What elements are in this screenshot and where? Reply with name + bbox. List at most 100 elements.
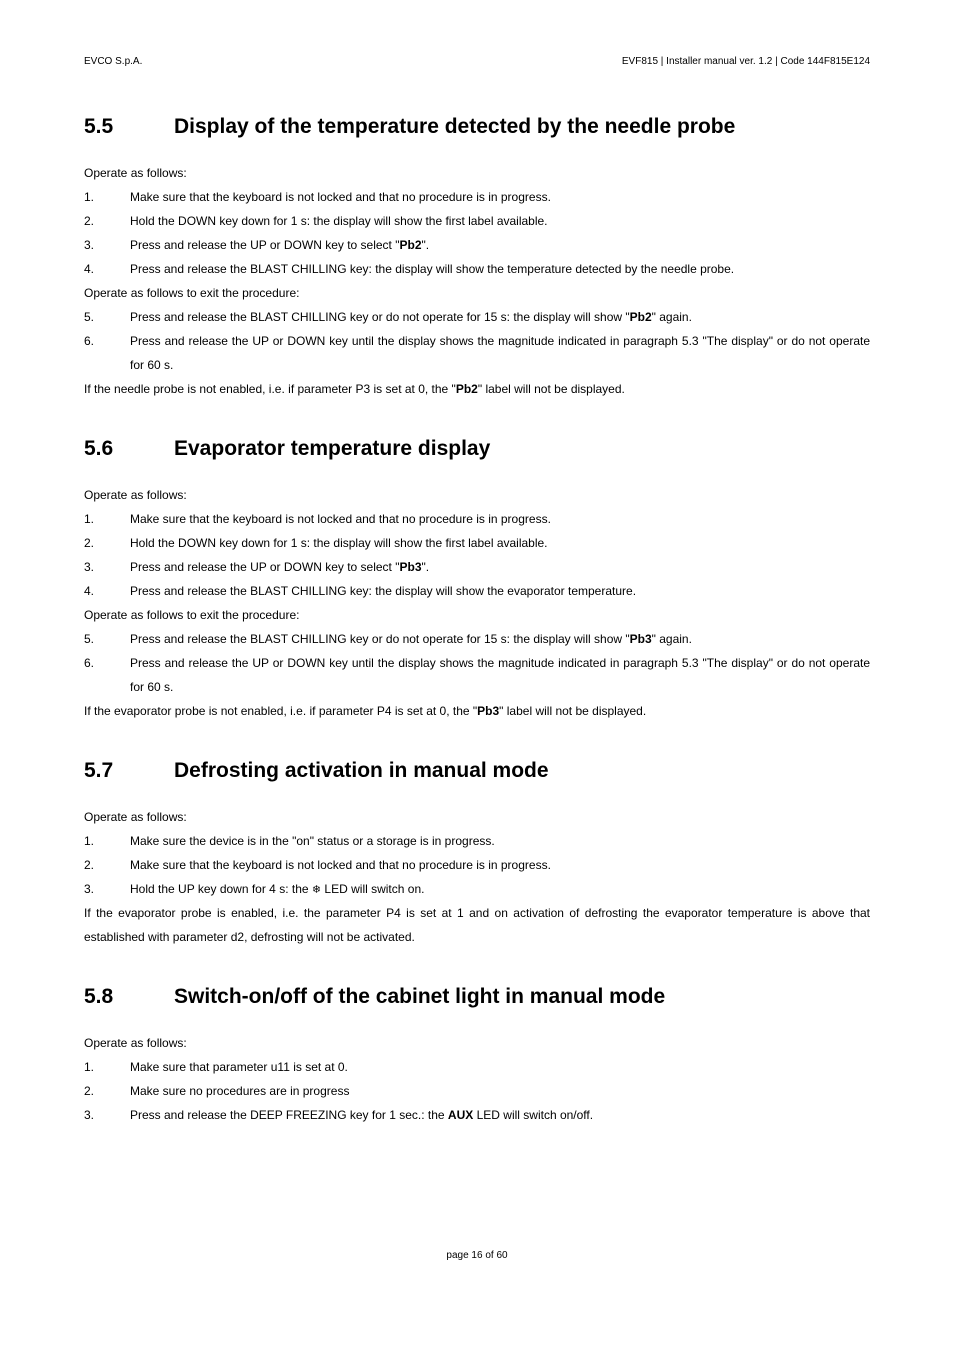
step-6: 6.Press and release the UP or DOWN key u… (84, 329, 870, 377)
step-4: 4.Press and release the BLAST CHILLING k… (84, 257, 870, 281)
step-number: 3. (84, 233, 130, 257)
step-text: Press and release the BLAST CHILLING key… (130, 579, 870, 603)
step-number: 2. (84, 209, 130, 233)
text: Press and release the UP or DOWN key to … (130, 560, 399, 574)
step-text: Make sure no procedures are in progress (130, 1079, 870, 1103)
text: " label will not be displayed. (478, 382, 625, 396)
step-number: 1. (84, 507, 130, 531)
step-text: Press and release the UP or DOWN key to … (130, 233, 870, 257)
text: Press and release the BLAST CHILLING key… (130, 310, 630, 324)
step-number: 6. (84, 329, 130, 377)
step-3: 3.Press and release the UP or DOWN key t… (84, 555, 870, 579)
step-1: 1.Make sure that parameter u11 is set at… (84, 1055, 870, 1079)
step-number: 3. (84, 1103, 130, 1127)
text: ". (422, 238, 430, 252)
header-left: EVCO S.p.A. (84, 56, 142, 67)
heading-text: Display of the temperature detected by t… (174, 107, 870, 147)
intro-text: Operate as follows: (84, 1031, 870, 1055)
header-right: EVF815 | Installer manual ver. 1.2 | Cod… (622, 56, 870, 67)
heading-number: 5.6 (84, 429, 174, 469)
step-5: 5.Press and release the BLAST CHILLING k… (84, 305, 870, 329)
step-text: Press and release the BLAST CHILLING key… (130, 305, 870, 329)
step-number: 6. (84, 651, 130, 699)
step-number: 4. (84, 257, 130, 281)
label-pb3: Pb3 (630, 632, 652, 646)
step-number: 2. (84, 531, 130, 555)
note-text: If the evaporator probe is not enabled, … (84, 699, 870, 723)
text: If the needle probe is not enabled, i.e.… (84, 382, 456, 396)
step-2: 2.Make sure that the keyboard is not loc… (84, 853, 870, 877)
step-text: Hold the UP key down for 4 s: the ❄ LED … (130, 877, 870, 901)
label-pb3: Pb3 (477, 704, 499, 718)
text: LED will switch on/off. (473, 1108, 593, 1122)
step-text: Make sure the device is in the "on" stat… (130, 829, 870, 853)
step-text: Press and release the UP or DOWN key to … (130, 555, 870, 579)
label-pb2: Pb2 (456, 382, 478, 396)
step-text: Press and release the DEEP FREEZING key … (130, 1103, 870, 1127)
intro-text: Operate as follows: (84, 805, 870, 829)
step-number: 3. (84, 555, 130, 579)
heading-text: Evaporator temperature display (174, 429, 870, 469)
step-3: 3.Hold the UP key down for 4 s: the ❄ LE… (84, 877, 870, 901)
step-text: Hold the DOWN key down for 1 s: the disp… (130, 531, 870, 555)
step-text: Press and release the BLAST CHILLING key… (130, 257, 870, 281)
step-number: 2. (84, 853, 130, 877)
label-pb2: Pb2 (399, 238, 421, 252)
step-number: 3. (84, 877, 130, 901)
heading-text: Switch-on/off of the cabinet light in ma… (174, 977, 870, 1017)
step-3: 3.Press and release the UP or DOWN key t… (84, 233, 870, 257)
text: " again. (652, 632, 692, 646)
note-text: If the evaporator probe is enabled, i.e.… (84, 901, 870, 949)
text: ". (422, 560, 430, 574)
step-text: Press and release the UP or DOWN key unt… (130, 329, 870, 377)
heading-text: Defrosting activation in manual mode (174, 751, 870, 791)
page-footer: page 16 of 60 (0, 1250, 954, 1261)
label-pb2: Pb2 (630, 310, 652, 324)
step-number: 4. (84, 579, 130, 603)
text: Press and release the BLAST CHILLING key… (130, 632, 630, 646)
exit-intro: Operate as follows to exit the procedure… (84, 603, 870, 627)
section-5-5-heading: 5.5 Display of the temperature detected … (84, 107, 870, 147)
step-3: 3.Press and release the DEEP FREEZING ke… (84, 1103, 870, 1127)
section-5-6: 5.6 Evaporator temperature display Opera… (84, 429, 870, 723)
step-number: 1. (84, 829, 130, 853)
heading-number: 5.8 (84, 977, 174, 1017)
section-5-8-heading: 5.8 Switch-on/off of the cabinet light i… (84, 977, 870, 1017)
step-text: Hold the DOWN key down for 1 s: the disp… (130, 209, 870, 233)
label-aux: AUX (448, 1108, 473, 1122)
text: " again. (652, 310, 692, 324)
section-5-7: 5.7 Defrosting activation in manual mode… (84, 751, 870, 949)
step-number: 5. (84, 627, 130, 651)
step-2: 2.Hold the DOWN key down for 1 s: the di… (84, 531, 870, 555)
step-4: 4.Press and release the BLAST CHILLING k… (84, 579, 870, 603)
section-5-5: 5.5 Display of the temperature detected … (84, 107, 870, 401)
step-text: Make sure that the keyboard is not locke… (130, 853, 870, 877)
section-5-6-heading: 5.6 Evaporator temperature display (84, 429, 870, 469)
step-1: 1.Make sure that the keyboard is not loc… (84, 185, 870, 209)
step-2: 2.Hold the DOWN key down for 1 s: the di… (84, 209, 870, 233)
text: If the evaporator probe is not enabled, … (84, 704, 477, 718)
text: Press and release the DEEP FREEZING key … (130, 1108, 448, 1122)
step-2: 2.Make sure no procedures are in progres… (84, 1079, 870, 1103)
step-text: Press and release the UP or DOWN key unt… (130, 651, 870, 699)
step-5: 5.Press and release the BLAST CHILLING k… (84, 627, 870, 651)
exit-intro: Operate as follows to exit the procedure… (84, 281, 870, 305)
step-6: 6.Press and release the UP or DOWN key u… (84, 651, 870, 699)
step-1: 1.Make sure the device is in the "on" st… (84, 829, 870, 853)
step-1: 1.Make sure that the keyboard is not loc… (84, 507, 870, 531)
intro-text: Operate as follows: (84, 483, 870, 507)
step-text: Press and release the BLAST CHILLING key… (130, 627, 870, 651)
step-number: 5. (84, 305, 130, 329)
section-5-7-heading: 5.7 Defrosting activation in manual mode (84, 751, 870, 791)
section-5-8: 5.8 Switch-on/off of the cabinet light i… (84, 977, 870, 1127)
text: Hold the UP key down for 4 s: the (130, 882, 312, 896)
step-number: 1. (84, 185, 130, 209)
text: " label will not be displayed. (499, 704, 646, 718)
step-text: Make sure that the keyboard is not locke… (130, 185, 870, 209)
snowflake-icon: ❄ (312, 879, 321, 901)
heading-number: 5.7 (84, 751, 174, 791)
text: Press and release the UP or DOWN key to … (130, 238, 399, 252)
intro-text: Operate as follows: (84, 161, 870, 185)
step-text: Make sure that parameter u11 is set at 0… (130, 1055, 870, 1079)
heading-number: 5.5 (84, 107, 174, 147)
